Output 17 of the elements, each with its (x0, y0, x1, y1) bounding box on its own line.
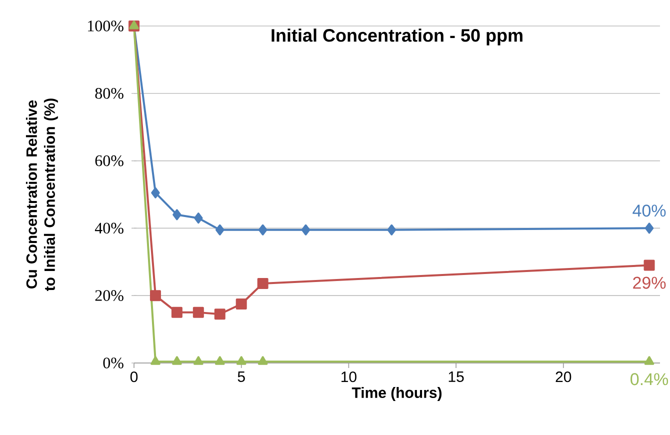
x-tick-label: 10 (342, 372, 356, 382)
x-tick-label: 0 (130, 372, 138, 382)
x-tick-label: 15 (448, 372, 464, 382)
y-tick-label: 20% (95, 290, 124, 302)
chart-title: Initial Concentration - 50 ppm (272, 28, 522, 46)
x-tick-label: 5 (238, 372, 245, 382)
data-label: 40% (632, 204, 666, 217)
y-tick-label: 100% (88, 20, 124, 32)
data-label: 29% (633, 276, 666, 289)
x-tick-label: 20 (556, 372, 572, 382)
y-axis-title: Cu Concentration Relative to Initial Concentration (%) (26, 98, 58, 291)
x-axis-title: Time (hours) (352, 387, 442, 401)
y-tick-label: 60% (95, 155, 124, 166)
y-tick-label: 80% (95, 88, 124, 99)
y-tick-label: 0% (103, 358, 124, 368)
data-label: 0.4% (630, 373, 668, 386)
y-tick-label: 40% (94, 222, 124, 234)
